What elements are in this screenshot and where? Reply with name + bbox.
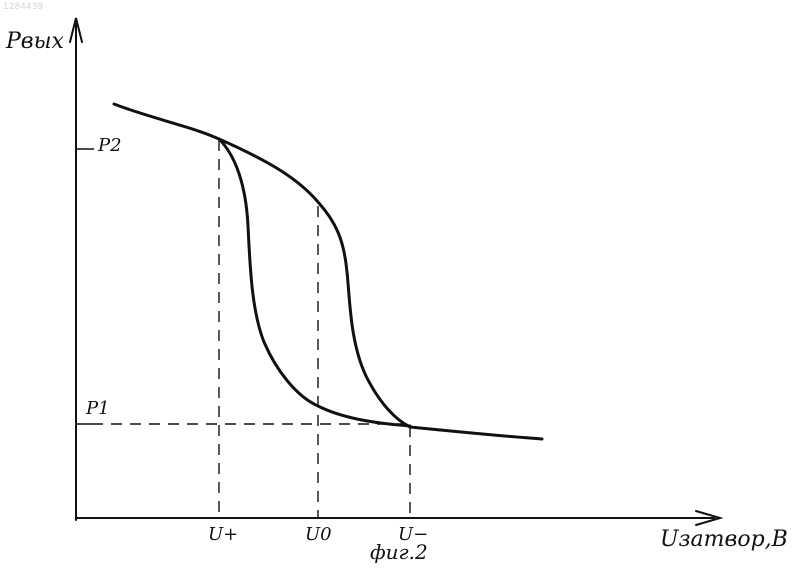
u0-label: U0	[305, 524, 332, 545]
dashed-guides	[92, 140, 410, 518]
watermark-number: 1284439	[3, 2, 43, 12]
upper-saturation-line	[114, 104, 219, 139]
lower-saturation-line	[410, 427, 542, 439]
tick-marks	[76, 149, 94, 424]
hysteresis-curves	[114, 104, 542, 439]
x-axis-label: Uзатвор,В	[660, 527, 788, 552]
axes	[70, 18, 720, 525]
p1-label: P1	[85, 398, 110, 419]
y-axis-label: Pвых	[5, 29, 65, 54]
p2-label: P2	[97, 135, 122, 156]
inner-hysteresis-branch	[219, 139, 410, 426]
figure-caption: фиг.2	[370, 540, 428, 564]
outer-hysteresis-branch	[219, 139, 410, 427]
u-plus-label: U+	[208, 524, 238, 545]
